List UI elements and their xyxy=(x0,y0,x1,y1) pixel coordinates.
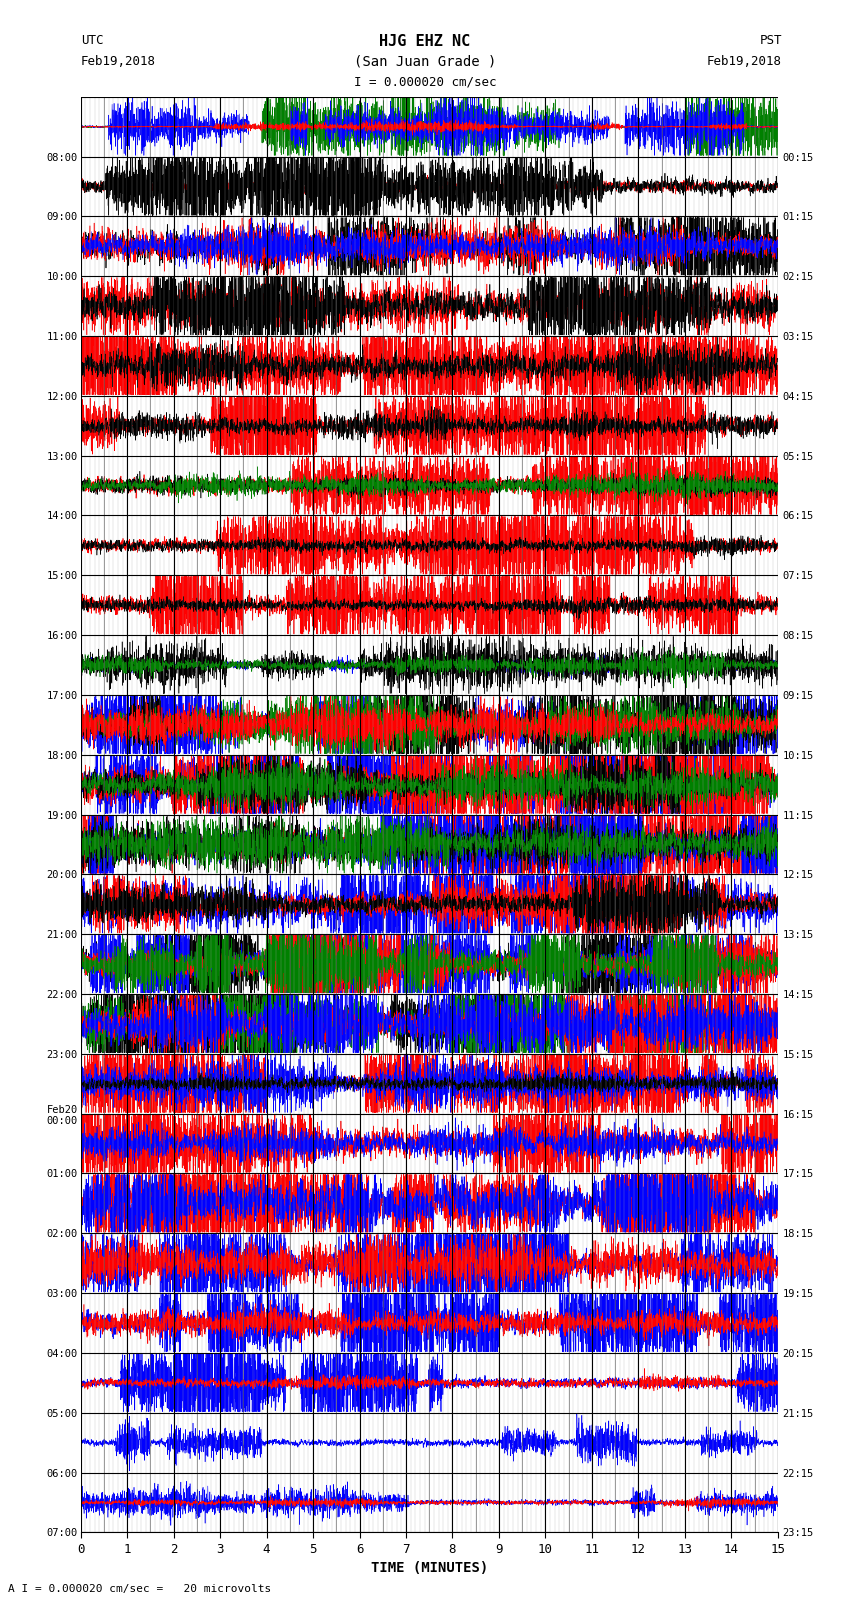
Text: HJG EHZ NC: HJG EHZ NC xyxy=(379,34,471,48)
Text: I = 0.000020 cm/sec: I = 0.000020 cm/sec xyxy=(354,76,496,89)
X-axis label: TIME (MINUTES): TIME (MINUTES) xyxy=(371,1561,488,1576)
Text: A I = 0.000020 cm/sec =   20 microvolts: A I = 0.000020 cm/sec = 20 microvolts xyxy=(8,1584,272,1594)
Text: UTC: UTC xyxy=(81,34,103,47)
Text: (San Juan Grade ): (San Juan Grade ) xyxy=(354,55,496,69)
Text: PST: PST xyxy=(760,34,782,47)
Text: Feb19,2018: Feb19,2018 xyxy=(707,55,782,68)
Text: Feb19,2018: Feb19,2018 xyxy=(81,55,156,68)
